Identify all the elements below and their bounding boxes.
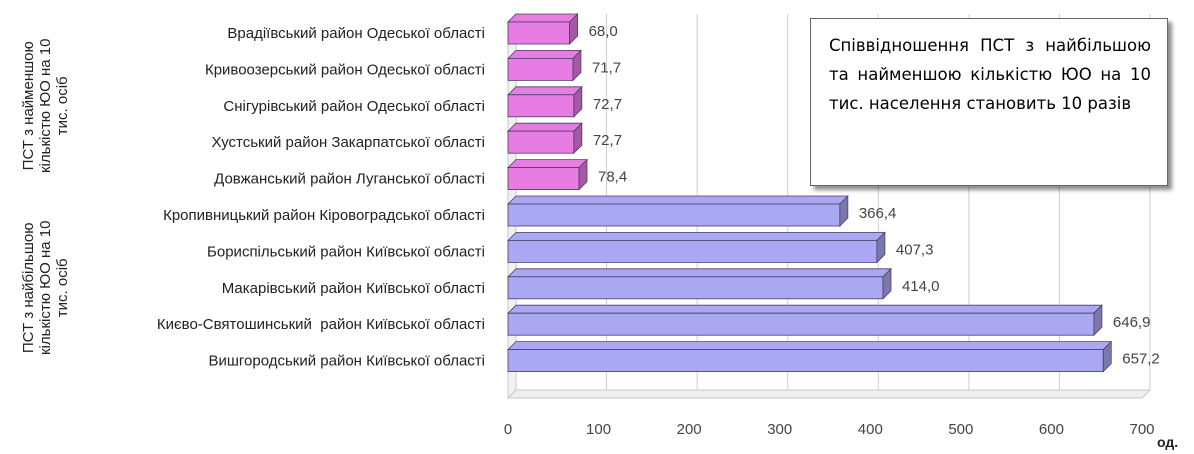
bar [507, 122, 583, 155]
bar-top-face [507, 268, 892, 278]
bar-front-face [507, 239, 878, 263]
bar-end-face [573, 85, 583, 118]
value-label: 366,4 [859, 205, 897, 222]
group-label: ПСТ з найменшоюкількістю ЮО на 10тис. ос… [20, 39, 71, 173]
category-label: Вишгородський район Київської області [208, 353, 485, 370]
bar [507, 85, 583, 118]
bar-end-face [1102, 340, 1112, 373]
x-tick-label: 0 [504, 421, 512, 438]
category-label: Кропивницький район Кіровоградської обла… [163, 207, 485, 224]
x-tick-label: 400 [858, 421, 883, 438]
bar [507, 340, 1113, 373]
x-tick-label: 500 [948, 421, 973, 438]
x-axis-unit-label: од. [1157, 434, 1178, 450]
category-labels: Врадіївський район Одеської області Криво… [157, 25, 485, 370]
x-tick-label: 200 [677, 421, 702, 438]
value-label: 71,7 [592, 59, 621, 76]
category-label: Кривоозерський район Одеської області [205, 61, 485, 78]
bar-front-face [507, 349, 1104, 373]
bar-end-face [578, 158, 588, 191]
value-label: 68,0 [589, 23, 618, 40]
category-label: Бориспільський район Київської області [207, 243, 485, 260]
bar [507, 231, 886, 264]
bar-top-face [507, 13, 579, 23]
x-tick-label: 300 [767, 421, 792, 438]
bar-front-face [507, 203, 841, 227]
bars [507, 13, 1113, 373]
value-label: 657,2 [1122, 351, 1160, 368]
category-label: Макарівський район Київської області [222, 280, 485, 297]
bar-top-face [507, 50, 582, 59]
group-labels: ПСТ з найменшоюкількістю ЮО на 10тис. ос… [20, 39, 71, 355]
bar-end-face [573, 122, 583, 155]
bar-front-face [507, 130, 575, 154]
bar-end-face [572, 49, 582, 82]
bar-front-face [507, 94, 575, 118]
bar-top-face [507, 159, 588, 169]
bar-front-face [507, 21, 570, 45]
bar-top-face [507, 231, 886, 241]
bar-end-face [1093, 304, 1103, 337]
x-tick-label: 100 [586, 421, 611, 438]
bar-front-face [507, 58, 574, 81]
category-label: Врадіївський район Одеської області [227, 25, 485, 42]
bar [507, 158, 588, 191]
annotation-box: Співвідношення ПСТ з найбільшою та найме… [810, 18, 1168, 186]
bar-top-face [507, 341, 1113, 351]
bar [507, 195, 849, 227]
value-label: 78,4 [598, 169, 627, 186]
bar-front-face [507, 312, 1095, 336]
bar [507, 267, 892, 300]
value-label: 72,7 [593, 96, 622, 113]
x-tick-label: 700 [1129, 421, 1154, 438]
bar-front-face [507, 167, 580, 191]
bar [507, 49, 582, 82]
bar-front-face [507, 276, 884, 300]
bar-top-face [507, 122, 583, 132]
value-labels: 68,0 71,7 72,7 72,7 78,4 366,4 407,3 414,0 646,9… [589, 23, 1160, 368]
bar-end-face [882, 267, 892, 300]
bar-end-face [839, 195, 849, 227]
floor [506, 389, 1152, 399]
bar [507, 13, 579, 45]
bar [507, 304, 1103, 337]
category-label: Снігурівський район Одеської області [223, 98, 485, 115]
x-axis-ticks: 0 100 200 300 400 500 600 700 [504, 421, 1155, 438]
bar-top-face [507, 86, 583, 96]
value-label: 407,3 [896, 241, 934, 258]
bar-end-face [569, 13, 578, 45]
bar-end-face [876, 231, 886, 264]
category-label: Києво-Святошинський район Київської обла… [157, 316, 485, 333]
category-label: Довжанський район Луганської області [214, 171, 485, 188]
bar-top-face [507, 195, 849, 205]
category-label: Хустський район Закарпатської області [212, 134, 485, 151]
bar-top-face [507, 304, 1103, 314]
value-label: 646,9 [1113, 314, 1151, 331]
value-label: 72,7 [593, 132, 622, 149]
x-tick-label: 600 [1039, 421, 1064, 438]
value-label: 414,0 [902, 278, 940, 295]
group-label: ПСТ з найбільшоюкількістю ЮО на 10тис. о… [20, 221, 71, 355]
